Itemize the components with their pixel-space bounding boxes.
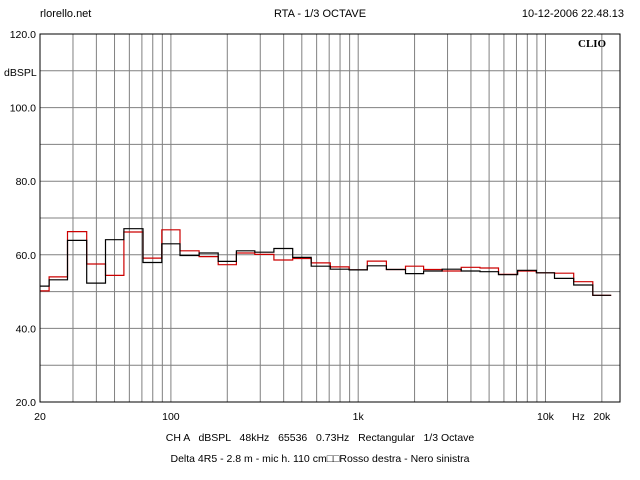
y-axis-label: dBSPL [4,67,37,79]
x-tick-label: 100 [162,411,180,423]
grid-lines [40,34,620,402]
chart-title: RTA - 1/3 OCTAVE [273,8,367,20]
setting-item: CH A [165,432,190,444]
measurement-note: Delta 4R5 - 2.8 m - mic h. 110 cm□□Rosso… [170,453,470,465]
y-tick-label: 60.0 [16,250,37,262]
series-1 [40,228,612,296]
site-name: rlorello.net [40,8,92,20]
x-tick-labels: 20 100 1k 10k 20k [34,411,611,423]
y-tick-label: 80.0 [16,176,37,188]
y-tick-labels: 120.0 100.0 80.0 60.0 40.0 20.0 [10,29,36,409]
setting-item: 65536 [278,432,308,444]
y-tick-label: 20.0 [16,397,37,409]
series-line [40,229,612,296]
y-tick-label: 120.0 [10,29,36,41]
x-tick-label: 20k [593,411,611,423]
y-tick-label: 40.0 [16,323,37,335]
setting-item: 1/3 Octave [423,432,475,444]
timestamp: 10-12-2006 22.48.13 [521,8,624,20]
setting-item: Rectangular [358,432,415,444]
series-layer [40,228,612,296]
x-axis-unit: Hz [572,411,585,423]
y-tick-label: 100.0 [10,103,36,115]
clio-logo: CLIO [578,38,607,50]
setting-item: 0.73Hz [316,432,350,444]
series-line [40,228,612,296]
x-tick-label: 1k [353,411,365,423]
x-tick-label: 20 [34,411,46,423]
setting-item: 48kHz [239,432,270,444]
measurement-settings: CH A dBSPL 48kHz 65536 0.73Hz Rectangula… [0,432,640,444]
setting-item: dBSPL [198,432,231,444]
x-tick-label: 10k [537,411,555,423]
plot-frame [39,33,621,403]
series-0 [40,229,612,296]
